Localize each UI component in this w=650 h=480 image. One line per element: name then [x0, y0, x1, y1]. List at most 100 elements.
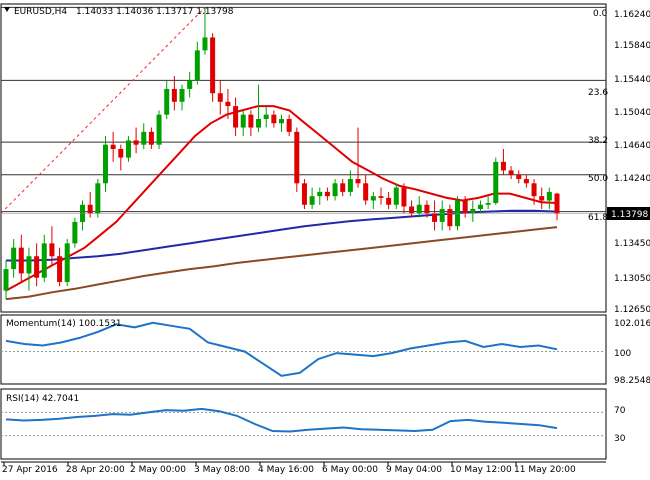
- candle-body: [294, 131, 300, 184]
- candle-body: [493, 161, 499, 204]
- momentum-tick-max: 102.0164: [614, 319, 650, 329]
- candle-body: [18, 247, 24, 274]
- candle-body: [217, 93, 223, 102]
- momentum-tick-mid: 100: [614, 349, 631, 359]
- candle-body: [171, 88, 177, 102]
- candle-body: [41, 243, 47, 278]
- candle-body: [347, 179, 353, 192]
- rsi-tick-70: 70: [614, 406, 626, 416]
- price-tick: 1.13050: [614, 274, 650, 284]
- fib-label-38: 38.2: [588, 136, 608, 146]
- price-tick: 1.16240: [614, 10, 650, 20]
- candle-body: [317, 191, 323, 197]
- rsi-title: RSI(14) 42.7041: [6, 394, 79, 404]
- candle-body: [439, 209, 445, 222]
- candle-body: [500, 161, 506, 171]
- candle-body: [57, 256, 63, 282]
- momentum-panel[interactable]: [1, 321, 606, 377]
- fib-label-23: 23.6: [588, 88, 608, 98]
- candle-body: [179, 88, 185, 102]
- time-tick: 11 May 20:00: [514, 465, 576, 475]
- momentum-tick-min: 98.2548: [614, 376, 650, 386]
- candle-body: [424, 204, 430, 214]
- candle-body: [133, 140, 139, 145]
- rsi-line: [5, 407, 558, 433]
- momentum-title: Momentum(14) 100.1531: [6, 319, 122, 329]
- candle-body: [34, 256, 40, 278]
- candle-body: [102, 144, 108, 184]
- fib-label-0: 0.0: [593, 9, 608, 19]
- candle-body: [64, 243, 70, 282]
- candle-body: [378, 196, 384, 198]
- momentum-panel-frame: [0, 314, 607, 385]
- candle-body: [485, 203, 491, 205]
- candle-body: [26, 256, 32, 274]
- candle-body: [256, 118, 262, 128]
- fib-label-61: 61.8: [588, 213, 608, 223]
- candle-body: [516, 174, 522, 180]
- candle-body: [248, 114, 254, 128]
- candle-body: [393, 187, 399, 205]
- current-price-tag: [607, 207, 650, 220]
- time-tick: 28 Apr 20:00: [66, 465, 125, 475]
- price-tick: 1.15440: [614, 75, 650, 85]
- sma-slow-line: [5, 226, 558, 301]
- rsi-panel-frame: [0, 388, 607, 460]
- candle-body: [554, 193, 560, 214]
- candle-body: [87, 204, 93, 214]
- candle-body: [95, 183, 101, 214]
- candle-body: [72, 221, 78, 244]
- candle-body: [508, 170, 514, 175]
- candle-body: [546, 191, 552, 201]
- price-panel-frame: [0, 3, 607, 313]
- price-tick: 1.15840: [614, 41, 650, 51]
- candle-body: [271, 114, 277, 124]
- triangle-down-icon[interactable]: [4, 7, 10, 12]
- candle-body: [240, 114, 246, 128]
- candle-body: [141, 131, 147, 145]
- time-tick: 10 May 12:00: [450, 465, 512, 475]
- rsi-panel[interactable]: [1, 407, 606, 437]
- candle-body: [309, 196, 315, 205]
- candle-body: [118, 148, 124, 158]
- candle-body: [225, 101, 231, 107]
- candle-body: [409, 206, 415, 214]
- candle-body: [401, 187, 407, 207]
- time-tick: 9 May 04:00: [386, 465, 442, 475]
- candle-body: [3, 269, 9, 291]
- price-tick: 1.15040: [614, 108, 650, 118]
- candle-body: [210, 37, 216, 94]
- candle-body: [194, 50, 200, 81]
- candle-body: [531, 183, 537, 197]
- candle-body: [279, 118, 284, 124]
- candle-body: [386, 197, 392, 205]
- time-tick: 2 May 00:00: [130, 465, 186, 475]
- ohlc-readout: 1.14033 1.14036 1.13717 1.13798: [76, 7, 234, 17]
- time-tick: 6 May 00:00: [322, 465, 378, 475]
- candle-body: [355, 179, 361, 184]
- candle-body: [363, 183, 369, 201]
- candle-body: [539, 196, 545, 201]
- rsi-tick-30: 30: [614, 434, 626, 444]
- candle-body: [416, 204, 422, 214]
- candle-body: [187, 80, 193, 89]
- candle-body: [447, 209, 453, 227]
- price-tick: 1.14240: [614, 174, 650, 184]
- candle-body: [110, 144, 116, 149]
- candle-body: [523, 179, 529, 184]
- candle-body: [125, 140, 131, 158]
- candle-body: [156, 114, 162, 145]
- candle-body: [432, 213, 438, 222]
- time-tick: 3 May 08:00: [194, 465, 250, 475]
- momentum-line: [5, 321, 558, 377]
- price-panel[interactable]: [0, 6, 606, 301]
- price-tick: 1.13450: [614, 239, 650, 249]
- candle-body: [340, 183, 346, 192]
- candle-body: [49, 243, 55, 257]
- candle-body: [263, 114, 269, 119]
- price-tick: 1.14640: [614, 141, 650, 151]
- fib-trendline: [0, 7, 206, 214]
- candle-body: [332, 183, 338, 197]
- sma-fast-line: [5, 105, 558, 292]
